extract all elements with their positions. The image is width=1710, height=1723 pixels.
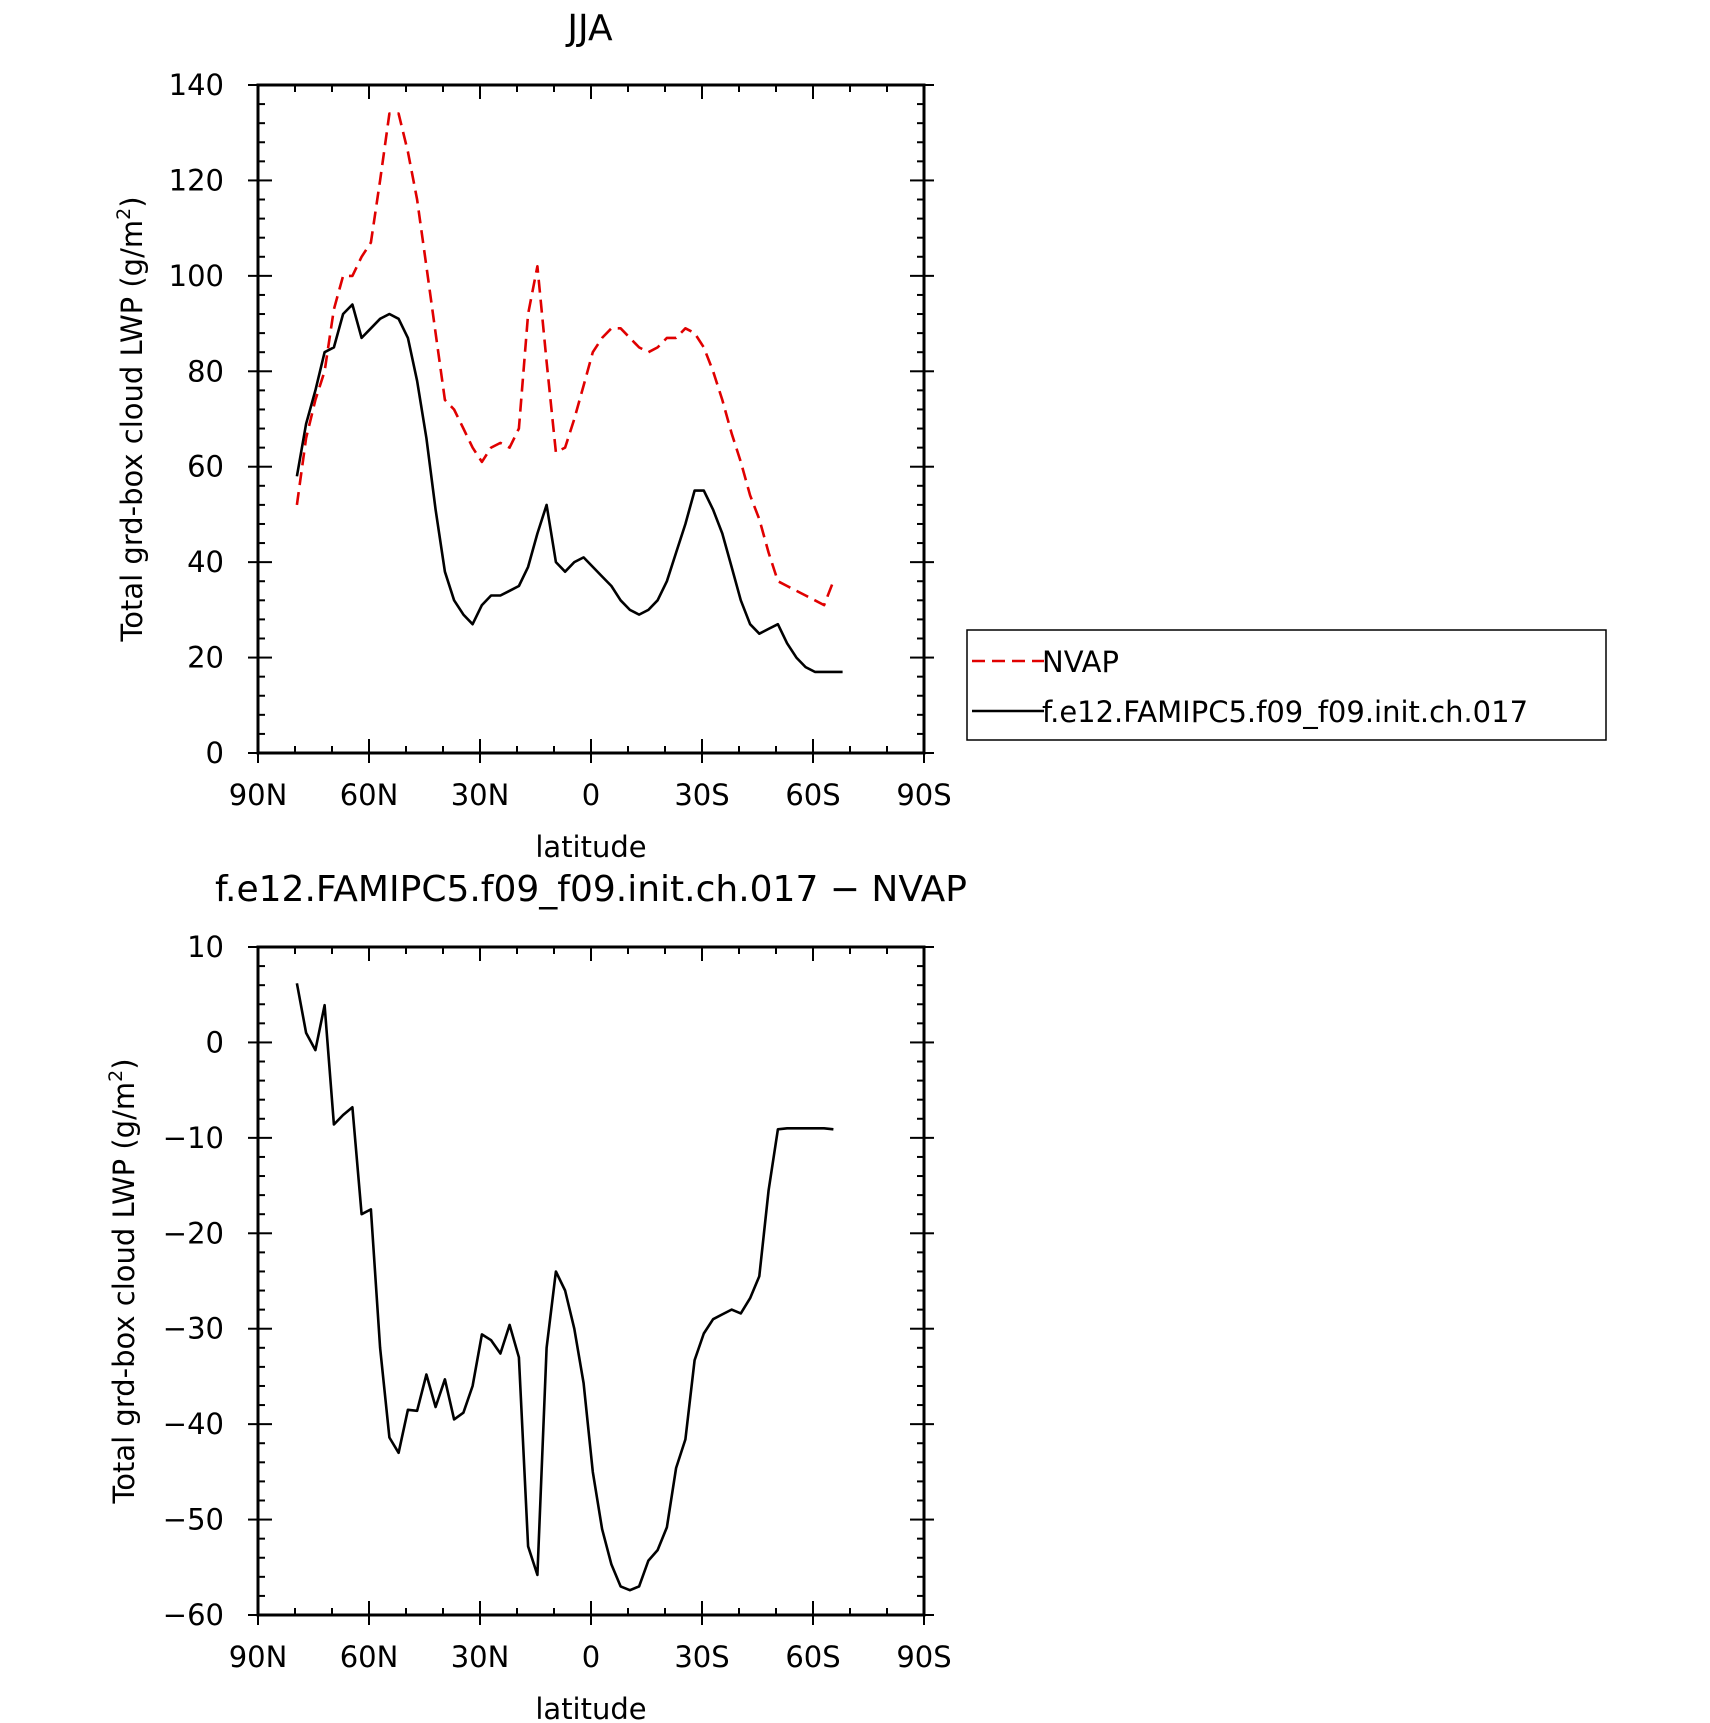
x-tick-label: 60N: [340, 1640, 399, 1674]
x-tick-label: 60N: [340, 778, 399, 812]
plot-frame-top: [256, 83, 926, 755]
legend: NVAP f.e12.FAMIPC5.f09_f09.init.ch.017: [966, 629, 1607, 741]
y-axis-label-bottom: Total grd-box cloud LWP (g/m2): [105, 1058, 141, 1504]
y-axis-label-bottom-exp: 2: [105, 1070, 127, 1082]
axis-ticks-top: [248, 84, 934, 763]
x-axis-label-top: latitude: [535, 830, 646, 864]
y-tick-label: 120: [169, 163, 224, 197]
legend-box: [966, 629, 1607, 741]
y-tick-label: 60: [187, 450, 224, 484]
chart-panel-bottom: f.e12.FAMIPC5.f09_f09.init.ch.017 − NVAP…: [105, 869, 967, 1723]
x-tick-label: 0: [582, 1640, 600, 1674]
series-line-top-0: [295, 112, 835, 607]
y-tick-label: −60: [163, 1598, 224, 1632]
series-lines-bottom: [295, 983, 834, 1592]
y-tick-label: −20: [163, 1216, 224, 1250]
y-tick-label: −50: [163, 1503, 224, 1537]
x-tick-labels-top: 90N 60N 30N 0 30S 60S 90S: [229, 778, 952, 812]
x-tick-label: 90S: [896, 1640, 951, 1674]
y-tick-label: −40: [163, 1407, 224, 1441]
x-tick-label: 90N: [229, 778, 288, 812]
x-tick-label: 30N: [451, 778, 510, 812]
y-tick-label: 140: [169, 68, 224, 102]
y-axis-label-top: Total grd-box cloud LWP (g/m2): [113, 196, 149, 642]
y-axis-label-top-exp: 2: [113, 208, 135, 220]
y-tick-labels-bottom: 10 0 −10 −20 −30 −40 −50 −60: [163, 930, 224, 1632]
legend-label-model: f.e12.FAMIPC5.f09_f09.init.ch.017: [1042, 695, 1528, 729]
y-tick-label: 10: [187, 930, 224, 964]
chart-title-top: JJA: [565, 8, 613, 49]
y-tick-label: 80: [187, 354, 224, 388]
x-tick-label: 30S: [674, 778, 729, 812]
series-line-top-1: [295, 303, 843, 674]
x-tick-label: 30S: [674, 1640, 729, 1674]
chart-title-bottom: f.e12.FAMIPC5.f09_f09.init.ch.017 − NVAP: [215, 869, 967, 910]
y-tick-label: 0: [206, 736, 224, 770]
y-axis-label-top-close: ): [115, 196, 149, 207]
y-tick-label: −30: [163, 1312, 224, 1346]
y-tick-label: 0: [206, 1025, 224, 1059]
x-tick-labels-bottom: 90N 60N 30N 0 30S 60S 90S: [229, 1640, 952, 1674]
legend-label-nvap: NVAP: [1042, 645, 1119, 679]
x-axis-label-bottom: latitude: [535, 1692, 646, 1723]
x-tick-label: 60S: [785, 778, 840, 812]
y-tick-label: −10: [163, 1121, 224, 1155]
y-tick-label: 100: [169, 259, 224, 293]
y-axis-label-top-main: Total grd-box cloud LWP (g/m: [115, 220, 149, 643]
series-line-bottom-0: [295, 983, 834, 1592]
series-lines-top: [295, 112, 843, 674]
x-tick-label: 30N: [451, 1640, 510, 1674]
x-tick-label: 60S: [785, 1640, 840, 1674]
axis-ticks-bottom: [248, 946, 934, 1625]
y-tick-labels-top: 0 20 40 60 80 100 120 140: [169, 68, 224, 770]
y-axis-label-bottom-main: Total grd-box cloud LWP (g/m: [107, 1082, 141, 1505]
x-tick-label: 0: [582, 778, 600, 812]
plot-frame-bottom: [256, 945, 926, 1617]
y-axis-label-bottom-close: ): [107, 1058, 141, 1069]
x-tick-label: 90N: [229, 1640, 288, 1674]
x-tick-label: 90S: [896, 778, 951, 812]
y-tick-label: 40: [187, 545, 224, 579]
y-tick-label: 20: [187, 641, 224, 675]
chart-panel-top: JJA 90N 60N 30N 0 30S 60S 90S 0 20 40 60 80 100 120 1…: [113, 8, 952, 864]
